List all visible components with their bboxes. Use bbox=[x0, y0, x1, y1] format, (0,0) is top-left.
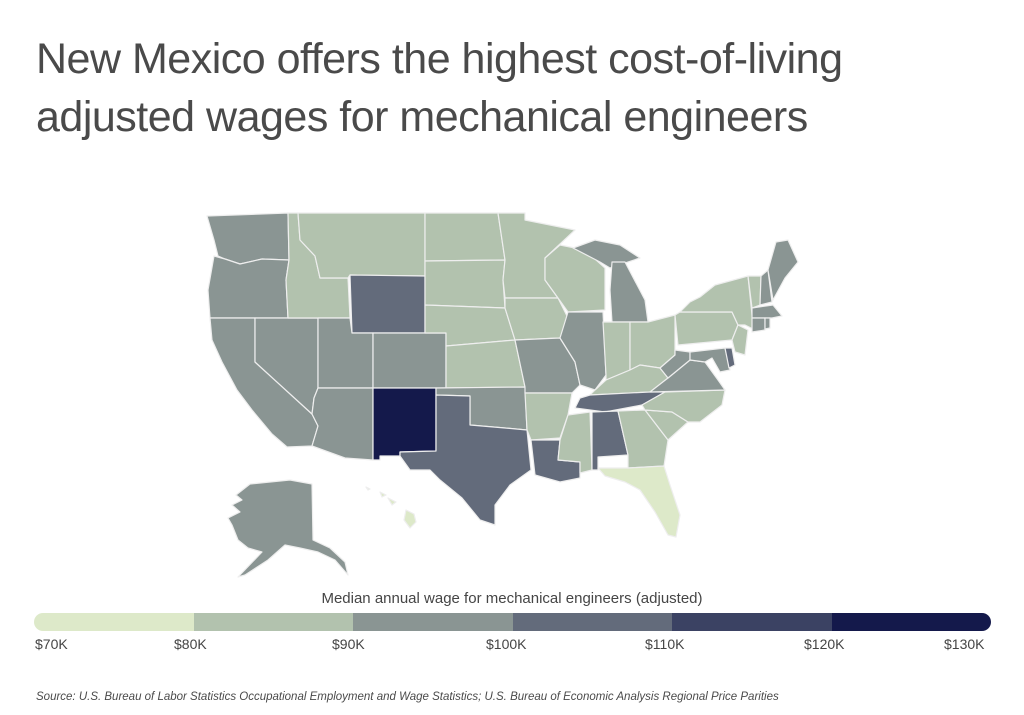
state-michigan-upper bbox=[572, 239, 641, 269]
state-delaware bbox=[724, 347, 736, 369]
state-south-dakota bbox=[424, 259, 506, 309]
state-oregon bbox=[207, 255, 290, 319]
legend-tick: $120K bbox=[804, 636, 845, 652]
chart-title: New Mexico offers the highest cost-of-li… bbox=[36, 30, 996, 146]
state-alaska bbox=[227, 479, 349, 578]
legend-bin-70-80 bbox=[34, 613, 194, 631]
legend-bin-120-130 bbox=[831, 613, 991, 631]
legend-color-scale bbox=[34, 613, 991, 631]
state-colorado bbox=[372, 332, 447, 389]
chart-title-line-2: adjusted wages for mechanical engineers bbox=[36, 93, 808, 141]
legend-tick: $70K bbox=[35, 636, 68, 652]
state-kansas bbox=[445, 339, 526, 389]
state-texas bbox=[399, 394, 532, 526]
state-florida bbox=[597, 465, 681, 538]
state-arkansas bbox=[524, 392, 573, 441]
state-michigan bbox=[609, 261, 649, 323]
legend-tick: $90K bbox=[332, 636, 365, 652]
state-new-mexico bbox=[372, 387, 437, 461]
state-north-dakota bbox=[424, 212, 506, 262]
state-mississippi bbox=[557, 411, 593, 474]
legend-title: Median annual wage for mechanical engine… bbox=[321, 590, 703, 607]
state-arizona bbox=[311, 387, 374, 461]
legend-tick: $100K bbox=[486, 636, 527, 652]
state-connecticut bbox=[751, 317, 766, 333]
state-rhode-island bbox=[764, 317, 771, 330]
legend-bin-110-120 bbox=[672, 613, 832, 631]
state-maine bbox=[767, 239, 799, 301]
state-washington bbox=[206, 212, 290, 265]
state-wyoming bbox=[349, 274, 426, 334]
legend-ticks: $70K $80K $90K $100K $110K $120K $130K bbox=[0, 636, 1024, 656]
source-note: Source: U.S. Bureau of Labor Statistics … bbox=[36, 691, 779, 703]
legend-bin-100-110 bbox=[512, 613, 672, 631]
state-wisconsin bbox=[544, 244, 606, 313]
legend-bin-90-100 bbox=[353, 613, 513, 631]
state-hawaii bbox=[365, 486, 417, 529]
chart-title-line-1: New Mexico offers the highest cost-of-li… bbox=[36, 35, 843, 83]
legend-tick: $80K bbox=[174, 636, 207, 652]
legend-tick: $110K bbox=[645, 636, 685, 652]
state-pennsylvania bbox=[674, 311, 739, 346]
state-massachusetts bbox=[751, 304, 783, 319]
state-iowa bbox=[504, 297, 569, 341]
state-new-jersey bbox=[731, 324, 749, 356]
legend-tick: $130K bbox=[944, 636, 985, 652]
legend-bin-80-90 bbox=[193, 613, 353, 631]
